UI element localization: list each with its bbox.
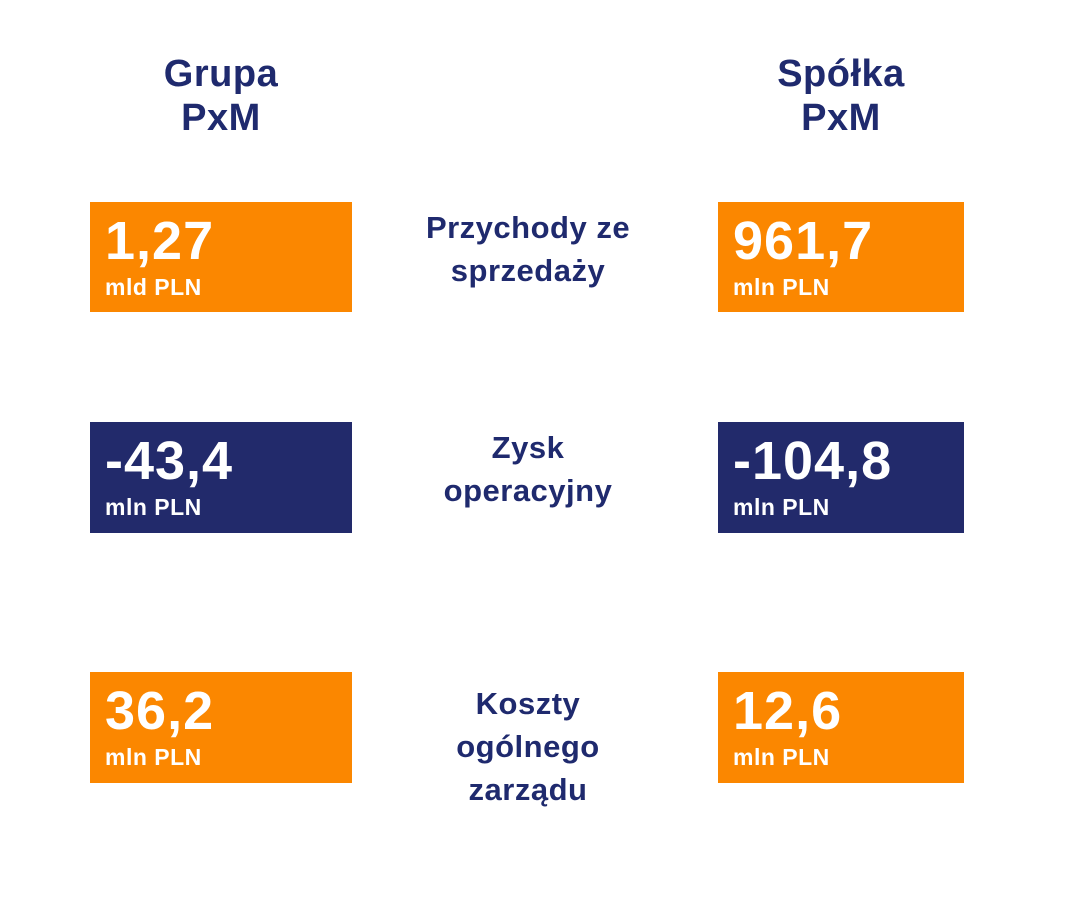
kpi-tile-spolka-koszty-zarzadu: 12,6 mln PLN [718, 672, 964, 783]
kpi-tile-grupa-przychody: 1,27 mld PLN [90, 202, 352, 312]
kpi-value: 36,2 [105, 681, 215, 741]
kpi-tile-grupa-koszty-zarzadu: 36,2 mln PLN [90, 672, 352, 783]
kpi-unit: mld PLN [105, 274, 202, 300]
metric-line: zarządu [468, 772, 588, 807]
column-header-spolka-pxm: Spółka PxM [718, 52, 964, 140]
kpi-unit: mln PLN [105, 494, 202, 520]
kpi-tile-grupa-zysk-operacyjny: -43,4 mln PLN [90, 422, 352, 533]
metric-label-przychody: Przychody ze sprzedaży [398, 206, 658, 292]
kpi-unit: mln PLN [733, 744, 830, 770]
kpi-value: -104,8 [733, 431, 893, 491]
metric-label-koszty-zarzadu: Koszty ogólnego zarządu [398, 682, 658, 811]
metric-line: operacyjny [443, 473, 613, 508]
metric-line: Przychody ze [425, 210, 631, 245]
kpi-unit: mln PLN [105, 744, 202, 770]
metric-line: ogólnego [456, 729, 600, 764]
kpi-unit: mln PLN [733, 494, 830, 520]
kpi-tile-spolka-zysk-operacyjny: -104,8 mln PLN [718, 422, 964, 533]
header-line: PxM [181, 97, 261, 139]
header-line: Spółka [777, 53, 905, 95]
metric-label-zysk-operacyjny: Zysk operacyjny [398, 426, 658, 512]
metric-line: Zysk [491, 430, 565, 465]
kpi-value: 1,27 [105, 211, 215, 271]
column-header-grupa-pxm: Grupa PxM [90, 52, 352, 140]
kpi-value: 961,7 [733, 211, 874, 271]
metric-line: sprzedaży [450, 253, 606, 288]
kpi-tile-spolka-przychody: 961,7 mln PLN [718, 202, 964, 312]
header-line: PxM [801, 97, 881, 139]
kpi-unit: mln PLN [733, 274, 830, 300]
kpi-value: 12,6 [733, 681, 843, 741]
kpi-value: -43,4 [105, 431, 234, 491]
metric-line: Koszty [475, 686, 581, 721]
header-line: Grupa [163, 53, 279, 95]
